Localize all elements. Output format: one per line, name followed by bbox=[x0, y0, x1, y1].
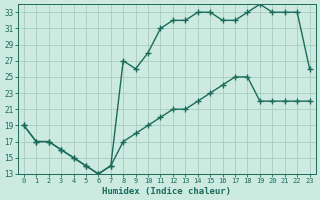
X-axis label: Humidex (Indice chaleur): Humidex (Indice chaleur) bbox=[102, 187, 231, 196]
